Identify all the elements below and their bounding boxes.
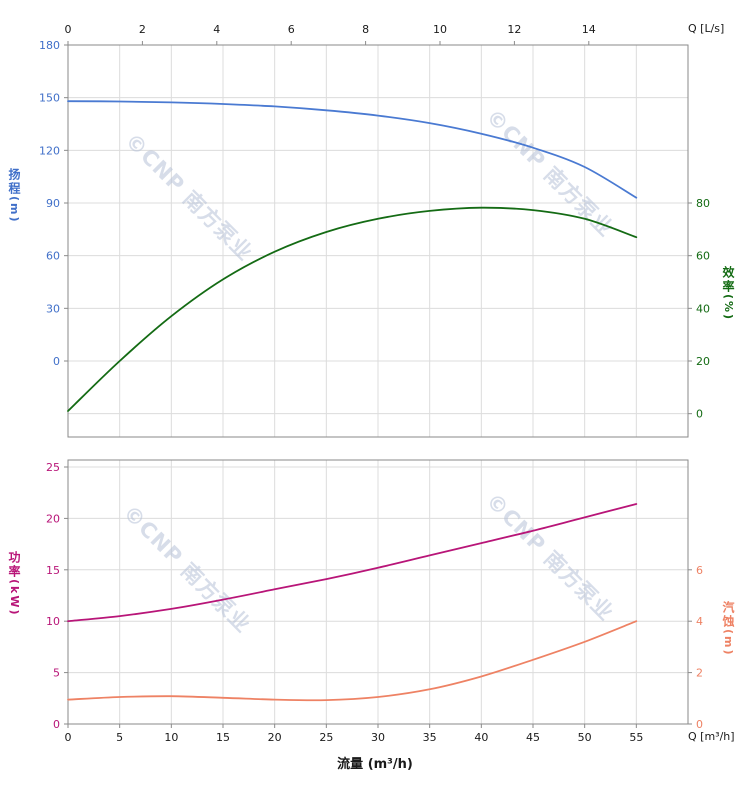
head-curve — [67, 100, 638, 199]
flow-axis-title: 流量 (m³/h) — [337, 757, 413, 772]
power-axis-unit: (kW) — [8, 579, 21, 617]
power-axis-label: 功率 — [7, 551, 21, 579]
power-axis-tick-label: 25 — [46, 461, 60, 474]
watermarks: ©CNP 南方泵业 ©CNP 南方泵业 ©CNP 南方泵业 ©CNP 南方泵业 — [118, 105, 618, 638]
efficiency-axis-label: 效率 — [721, 266, 735, 294]
bottom-axis-tick-label: 55 — [629, 731, 643, 744]
bottom-axis-tick-label: 0 — [65, 731, 72, 744]
top-axis-tick-label: 0 — [65, 23, 72, 36]
watermark-text: ©CNP 南方泵业 — [120, 129, 257, 266]
efficiency-axis-tick-label: 60 — [696, 250, 710, 263]
bottom-axis-tick-label: 10 — [164, 731, 178, 744]
npsh-axis-title: 汽蚀(m) — [721, 601, 735, 657]
top-axis-tick-label: 14 — [582, 23, 596, 36]
axis-ticks — [64, 41, 692, 728]
bottom-axis-tick-label: 20 — [268, 731, 282, 744]
head-axis-tick-label: 150 — [39, 92, 60, 105]
bottom-axis-tick-label: 5 — [116, 731, 123, 744]
npsh-axis-tick-label: 0 — [696, 718, 703, 731]
npsh-curve — [67, 620, 638, 702]
watermark-text: ©CNP 南方泵业 — [481, 105, 618, 242]
top-axis-tick-label: 2 — [139, 23, 146, 36]
npsh-axis-label: 汽蚀 — [721, 601, 735, 629]
npsh-axis-tick-label: 2 — [696, 667, 703, 680]
top-axis-unit-label: Q [L/s] — [688, 22, 725, 35]
top-chart-frame — [67, 44, 689, 438]
bottom-axis-tick-label: 40 — [474, 731, 488, 744]
power-axis-tick-label: 15 — [46, 564, 60, 577]
top-axis-tick-label: 6 — [288, 23, 295, 36]
efficiency-axis-tick-label: 20 — [696, 355, 710, 368]
head-axis-tick-label: 90 — [46, 197, 60, 210]
top-axis-tick-label: 8 — [362, 23, 369, 36]
power-axis-tick-label: 5 — [53, 667, 60, 680]
top-axis-tick-label: 12 — [507, 23, 521, 36]
watermark-text: ©CNP 南方泵业 — [481, 489, 618, 626]
power-axis-tick-label: 10 — [46, 615, 60, 628]
bottom-axis-tick-label: 15 — [216, 731, 230, 744]
head-axis-tick-label: 30 — [46, 302, 60, 315]
efficiency-axis-tick-label: 80 — [696, 197, 710, 210]
watermark-text: ©CNP 南方泵业 — [118, 501, 255, 638]
head-axis-tick-label: 180 — [39, 39, 60, 52]
bottom-axis-unit-label: Q [m³/h] — [688, 730, 735, 743]
efficiency-axis-tick-label: 0 — [696, 408, 703, 421]
bottom-axis-tick-label: 45 — [526, 731, 540, 744]
head-axis-tick-label: 60 — [46, 250, 60, 263]
power-curve — [67, 503, 638, 623]
bottom-axis-tick-label: 30 — [371, 731, 385, 744]
bottom-axis-tick-label: 25 — [319, 731, 333, 744]
power-axis-tick-label: 0 — [53, 718, 60, 731]
head-axis-unit: (m) — [8, 196, 21, 224]
efficiency-axis-tick-label: 40 — [696, 302, 710, 315]
npsh-axis-tick-label: 4 — [696, 615, 703, 628]
npsh-axis-unit: (m) — [722, 629, 735, 657]
efficiency-curve — [67, 206, 638, 412]
efficiency-axis-unit: (%) — [722, 294, 735, 322]
efficiency-axis-title: 效率(%) — [721, 266, 735, 322]
top-axis-tick-label: 4 — [213, 23, 220, 36]
power-axis-title: 功率(kW) — [7, 551, 21, 617]
head-axis-tick-label: 0 — [53, 355, 60, 368]
gridlines — [68, 45, 688, 724]
top-axis-tick-label: 10 — [433, 23, 447, 36]
head-axis-title: 扬程(m) — [7, 168, 21, 224]
bottom-axis-tick-label: 35 — [423, 731, 437, 744]
head-axis-label: 扬程 — [7, 168, 21, 196]
bottom-axis-tick-label: 50 — [578, 731, 592, 744]
head-axis-tick-label: 120 — [39, 144, 60, 157]
npsh-axis-tick-label: 6 — [696, 564, 703, 577]
power-axis-tick-label: 20 — [46, 512, 60, 525]
